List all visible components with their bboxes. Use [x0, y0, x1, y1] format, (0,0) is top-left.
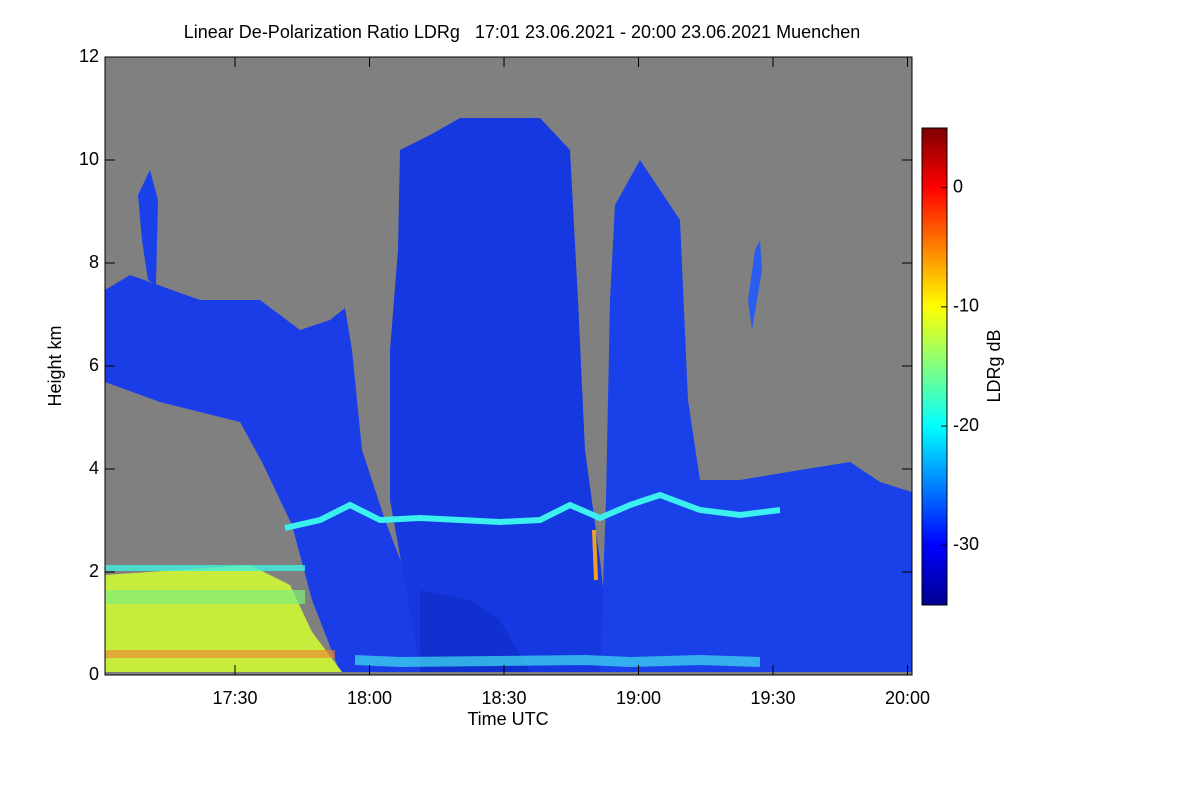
y-tick-label: 8: [89, 252, 99, 272]
colorbar-label: LDRg dB: [984, 329, 1004, 402]
y-tick-label: 2: [89, 561, 99, 581]
echo-region: [138, 170, 158, 285]
x-tick-label: 18:30: [481, 688, 526, 708]
echo-region: [354, 654, 761, 668]
echo-region: [284, 491, 781, 531]
colorbar-tick-label: 0: [953, 176, 963, 196]
chart-title: Linear De-Polarization Ratio LDRg 17:01 …: [184, 22, 860, 42]
colorbar: [921, 127, 948, 606]
x-tick-label: 19:00: [616, 688, 661, 708]
y-tick-label: 0: [89, 664, 99, 684]
echo-region: [420, 590, 530, 672]
y-tick-label: 6: [89, 355, 99, 375]
colorbar-tick-label: -20: [953, 415, 979, 435]
y-axis-label: Height km: [45, 325, 65, 406]
echo-region: [105, 565, 305, 571]
echo-layer: [105, 118, 912, 672]
x-tick-label: 19:30: [750, 688, 795, 708]
y-tick-label: 4: [89, 458, 99, 478]
echo-region: [592, 529, 598, 581]
colorbar-tick-label: -10: [953, 296, 979, 316]
x-tick-label: 17:30: [212, 688, 257, 708]
colorbar-tick-label: -30: [953, 534, 979, 554]
echo-region: [748, 240, 762, 330]
y-tick-label: 12: [79, 46, 99, 66]
x-axis-label: Time UTC: [467, 709, 548, 729]
echo-region: [390, 118, 612, 672]
echo-region: [105, 650, 335, 658]
echo-region: [105, 590, 305, 604]
x-tick-label: 18:00: [347, 688, 392, 708]
y-tick-label: 10: [79, 149, 99, 169]
echo-region: [105, 275, 420, 672]
x-tick-label: 20:00: [885, 688, 930, 708]
echo-region: [600, 160, 912, 672]
